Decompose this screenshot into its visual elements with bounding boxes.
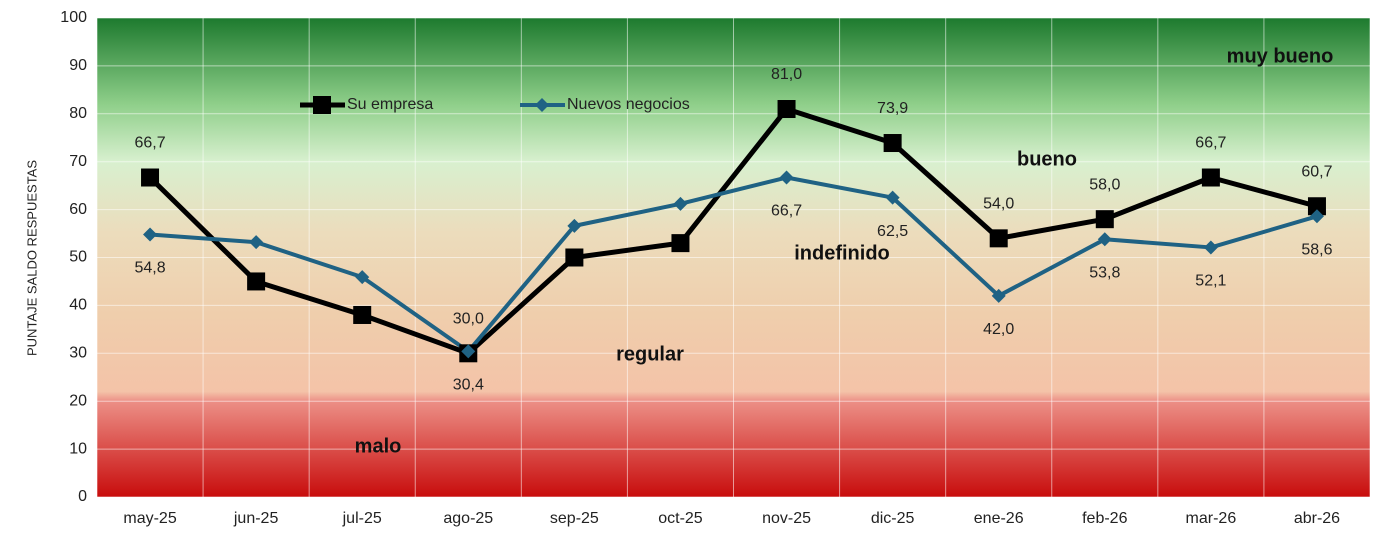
x-tick-label: oct-25: [658, 510, 703, 527]
point-marker: [461, 344, 476, 359]
data-label: 58,6: [1301, 242, 1332, 259]
point-marker: [1307, 197, 1326, 216]
x-tick-label: ago-25: [443, 510, 493, 527]
data-label: 30,0: [453, 311, 484, 328]
y-tick-label: 30: [69, 345, 87, 362]
point-marker: [567, 218, 582, 233]
point-marker: [779, 170, 794, 185]
legend-marker: [313, 96, 331, 114]
legend-label: Su empresa: [347, 96, 433, 113]
point-marker: [565, 248, 584, 267]
data-label: 66,7: [134, 135, 165, 152]
point-marker: [141, 168, 160, 187]
data-label: 42,0: [983, 321, 1014, 338]
y-tick-label: 10: [69, 440, 87, 457]
point-marker: [1309, 209, 1324, 224]
y-tick-label: 40: [69, 297, 87, 314]
series-line: [148, 106, 1318, 356]
y-tick-label: 80: [69, 105, 87, 122]
x-tick-label: feb-26: [1082, 510, 1127, 527]
data-label: 60,7: [1301, 163, 1332, 180]
x-tick-label: may-25: [123, 510, 176, 527]
point-marker: [883, 134, 902, 153]
y-tick-label: 100: [60, 9, 87, 26]
point-marker: [249, 235, 264, 250]
data-label: 58,0: [1089, 176, 1120, 193]
x-tick-label: sep-25: [550, 510, 599, 527]
data-label: 53,8: [1089, 265, 1120, 282]
series-line: [149, 175, 1318, 354]
y-tick-label: 20: [69, 392, 87, 409]
data-label: 54,0: [983, 196, 1014, 213]
y-tick-label: 50: [69, 249, 87, 266]
point-marker: [885, 190, 900, 205]
legend-label: Nuevos negocios: [567, 96, 690, 113]
y-tick-label: 70: [69, 153, 87, 170]
point-marker: [989, 229, 1008, 248]
x-tick-label: abr-26: [1294, 510, 1340, 527]
y-tick-label: 60: [69, 201, 87, 218]
data-label: 66,7: [771, 203, 802, 220]
point-marker: [1095, 210, 1114, 229]
zone-label: bueno: [1017, 148, 1077, 170]
legend-marker: [535, 98, 549, 112]
data-label: 81,0: [771, 66, 802, 83]
zone-label: muy bueno: [1227, 45, 1334, 67]
point-marker: [1203, 240, 1218, 255]
data-label: 62,5: [877, 223, 908, 240]
data-label: 73,9: [877, 100, 908, 117]
x-tick-label: jul-25: [342, 510, 382, 527]
y-axis-label: PUNTAJE SALDO RESPUESTAS: [24, 160, 39, 356]
point-marker: [671, 234, 690, 253]
data-label: 66,7: [1195, 135, 1226, 152]
point-marker: [355, 270, 370, 285]
x-tick-label: dic-25: [871, 510, 915, 527]
point-marker: [353, 305, 372, 324]
point-marker: [991, 288, 1006, 303]
y-tick-label: 90: [69, 57, 87, 74]
point-marker: [143, 227, 158, 242]
x-tick-label: jun-25: [233, 510, 279, 527]
zone-label: regular: [616, 343, 684, 365]
point-marker: [247, 272, 266, 291]
x-tick-label: nov-25: [762, 510, 811, 527]
zone-label: indefinido: [794, 242, 890, 264]
data-label: 54,8: [134, 260, 165, 277]
data-label: 52,1: [1195, 273, 1226, 290]
point-marker: [1201, 168, 1220, 187]
point-marker: [673, 196, 688, 211]
point-marker: [777, 100, 796, 119]
data-label: 30,4: [453, 377, 484, 394]
x-tick-label: ene-26: [974, 510, 1024, 527]
zone-label: malo: [355, 435, 402, 457]
point-marker: [1097, 232, 1112, 247]
y-tick-label: 0: [78, 488, 87, 505]
x-tick-label: mar-26: [1186, 510, 1237, 527]
